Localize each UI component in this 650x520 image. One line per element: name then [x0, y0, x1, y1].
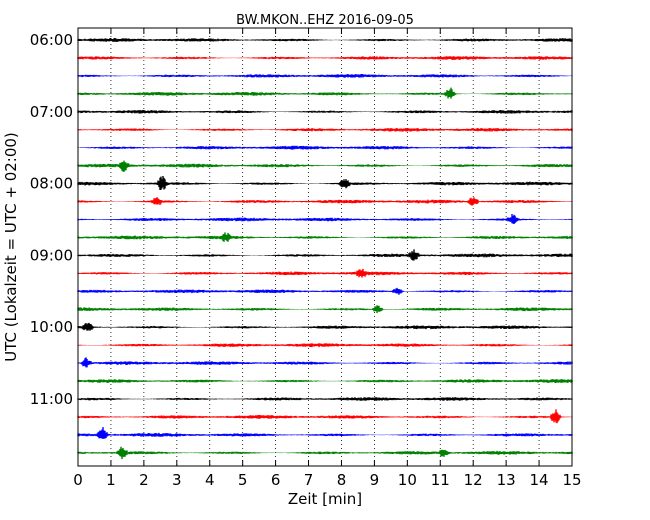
x-tick-label: 11 — [431, 471, 450, 489]
tick-group: 0 1 2 3 4 5 6 7 8 9 10 11 12 13 14 1506:0007:0008:0009:… — [30, 28, 582, 489]
seismic-trace — [77, 249, 573, 261]
trace-group — [77, 38, 573, 460]
x-tick-label: 5 — [238, 471, 248, 489]
x-tick-label: 1 — [106, 471, 116, 489]
y-tick-label: 10:00 — [30, 318, 73, 336]
seismic-trace — [77, 287, 573, 295]
seismic-trace — [77, 232, 573, 242]
seismic-trace — [77, 322, 573, 331]
x-tick-label: 8 — [337, 471, 347, 489]
seismic-trace — [77, 73, 573, 78]
seismic-trace — [77, 38, 573, 42]
seismic-trace — [77, 214, 573, 224]
seismic-trace — [77, 127, 573, 132]
x-tick-label: 0 — [73, 471, 83, 489]
seismic-trace — [77, 197, 573, 206]
seismic-trace — [77, 56, 573, 60]
x-tick-label: 14 — [530, 471, 549, 489]
y-tick-label: 06:00 — [30, 31, 73, 49]
seismic-trace — [77, 268, 573, 278]
seismic-trace — [77, 446, 573, 460]
x-tick-label: 3 — [172, 471, 182, 489]
x-tick-label: 9 — [370, 471, 380, 489]
seismic-trace — [77, 343, 573, 348]
y-tick-label: 07:00 — [30, 103, 73, 121]
y-tick-label: 08:00 — [30, 175, 73, 193]
y-tick-label: 09:00 — [30, 246, 73, 264]
x-tick-label: 7 — [304, 471, 314, 489]
chart-title: BW.MKON..EHZ 2016-09-05 — [236, 13, 414, 28]
seismic-trace — [77, 305, 573, 313]
x-tick-label: 4 — [205, 471, 215, 489]
seismic-trace — [77, 109, 573, 114]
x-tick-label: 15 — [562, 471, 581, 489]
x-tick-label: 6 — [271, 471, 281, 489]
seismic-trace — [77, 379, 573, 383]
seismic-trace — [77, 87, 573, 99]
seismic-trace — [77, 357, 573, 368]
x-tick-label: 12 — [464, 471, 483, 489]
seismic-trace — [77, 397, 573, 401]
plot-frame — [77, 27, 573, 467]
x-tick-label: 13 — [497, 471, 516, 489]
seismic-trace — [77, 427, 573, 439]
seismic-trace — [77, 175, 573, 191]
seismic-trace — [77, 409, 573, 424]
x-tick-label: 10 — [398, 471, 417, 489]
y-tick-label: 11:00 — [30, 390, 73, 408]
y-axis-label: UTC (Lokalzeit = UTC + 02:00) — [2, 132, 20, 362]
x-tick-label: 2 — [139, 471, 149, 489]
x-axis-label: Zeit [min] — [288, 490, 362, 508]
seismic-trace — [77, 160, 573, 172]
seismic-trace — [77, 145, 573, 150]
